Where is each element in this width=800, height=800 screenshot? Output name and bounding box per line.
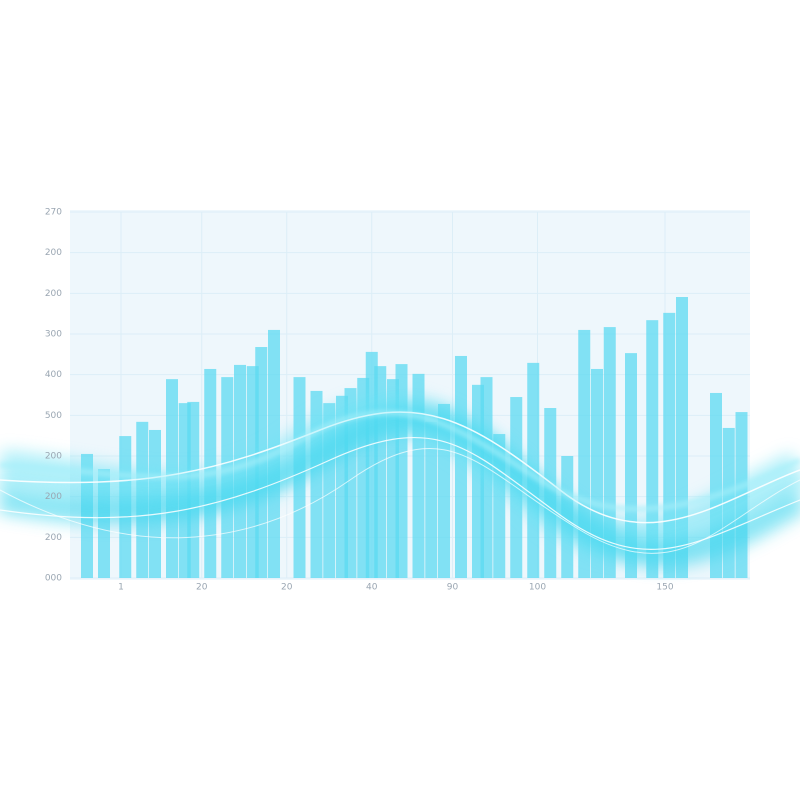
- x-tick-label: 90: [447, 583, 459, 593]
- bar: [455, 355, 467, 578]
- bar: [425, 421, 438, 578]
- bar: [646, 320, 659, 578]
- x-tick-label: 100: [529, 583, 546, 593]
- x-tick-label: 20: [196, 583, 208, 593]
- y-tick-label: 300: [45, 330, 62, 340]
- y-tick-label: 000: [45, 574, 62, 584]
- decorative-waves: [0, 394, 800, 568]
- y-tick-label: 200: [45, 492, 62, 502]
- y-tick-label: 500: [45, 411, 62, 421]
- y-tick-label: 200: [45, 289, 62, 299]
- x-tick-label: 150: [656, 583, 673, 593]
- y-tick-label: 200: [45, 452, 62, 462]
- y-tick-label: 400: [45, 370, 62, 380]
- y-tick-label: 200: [45, 248, 62, 258]
- x-tick-label: 40: [366, 583, 378, 593]
- y-tick-label: 270: [45, 208, 62, 218]
- y-tick-label: 200: [45, 533, 62, 543]
- x-tick-label: 20: [281, 583, 293, 593]
- x-tick-label: 1: [118, 583, 124, 593]
